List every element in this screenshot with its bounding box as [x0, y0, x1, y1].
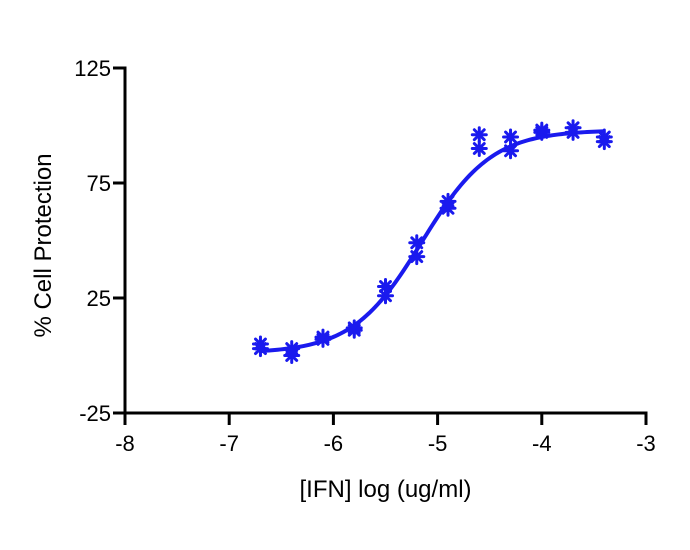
- data-point: [502, 128, 520, 146]
- x-tick-label: -4: [532, 431, 552, 456]
- x-tick-label: -7: [219, 431, 239, 456]
- data-point: [377, 278, 394, 295]
- x-tick-label: -3: [636, 431, 656, 456]
- data-point: [408, 234, 426, 252]
- data-point: [470, 126, 488, 144]
- x-tick-label: -5: [428, 431, 448, 456]
- x-axis-ticks: -8 -7 -6 -5 -4 -3: [115, 413, 656, 456]
- y-axis-ticks: -25 25 75 125: [74, 56, 125, 426]
- data-point: [251, 335, 269, 353]
- data-point: [502, 142, 520, 160]
- y-axis-title: % Cell Protection: [30, 153, 57, 337]
- data-point: [345, 319, 363, 337]
- data-point: [439, 192, 457, 210]
- x-tick-label: -6: [324, 431, 344, 456]
- y-tick-label: 75: [87, 171, 111, 196]
- x-tick-label: -8: [115, 431, 135, 456]
- data-points: [251, 119, 613, 364]
- y-tick-label: 125: [74, 56, 111, 81]
- data-point: [377, 287, 394, 305]
- data-point: [408, 248, 426, 266]
- data-point: [470, 140, 488, 157]
- axes: [123, 66, 648, 415]
- data-point: [564, 119, 582, 137]
- data-point: [283, 340, 301, 358]
- y-tick-label: -25: [79, 401, 111, 426]
- fit-curve: [260, 129, 605, 354]
- data-point: [595, 128, 613, 146]
- data-point: [533, 121, 551, 139]
- y-tick-label: 25: [87, 286, 111, 311]
- x-axis-title: [IFN] log (ug/ml): [299, 476, 471, 503]
- data-point: [314, 328, 332, 346]
